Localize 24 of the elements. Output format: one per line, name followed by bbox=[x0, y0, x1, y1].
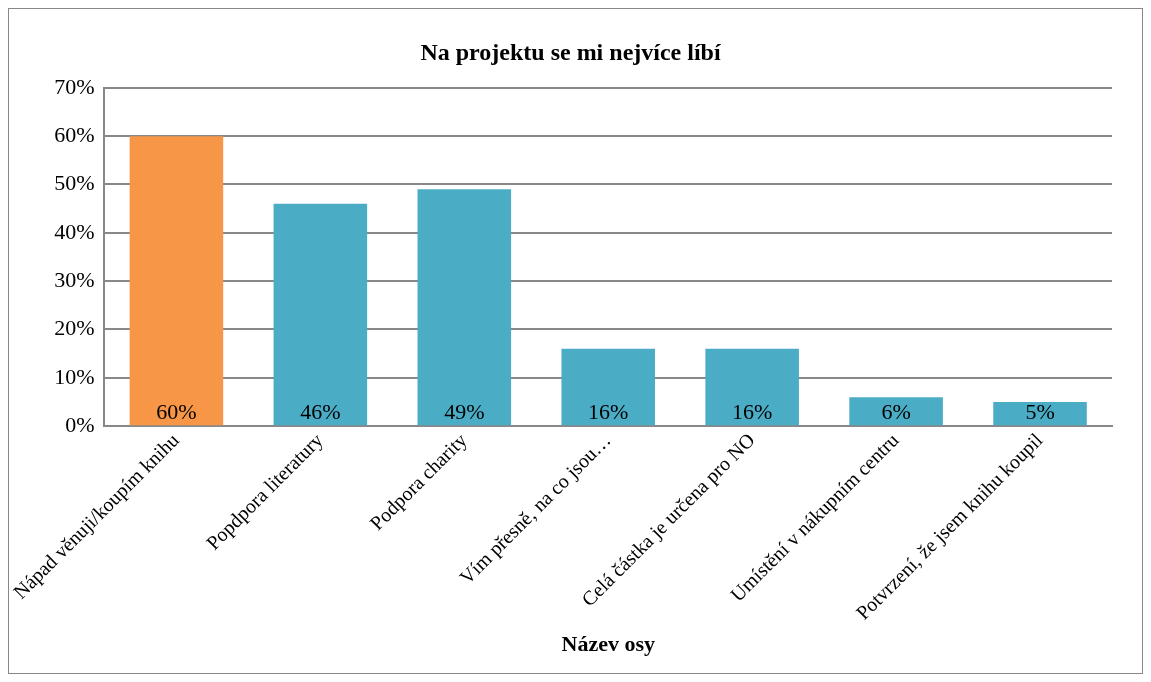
data-label: 46% bbox=[300, 398, 341, 424]
x-axis-title: Název osy bbox=[561, 631, 655, 657]
data-label: 6% bbox=[881, 398, 911, 424]
y-tick-label: 20% bbox=[54, 315, 95, 341]
data-label: 16% bbox=[732, 398, 773, 424]
y-tick-label: 30% bbox=[54, 266, 95, 292]
y-tick-label: 10% bbox=[54, 363, 95, 389]
chart-title: Na projektu se mi nejvíce líbí bbox=[420, 38, 721, 65]
bar bbox=[273, 203, 368, 426]
bar bbox=[849, 397, 943, 426]
bar bbox=[705, 348, 799, 426]
y-tick-label: 40% bbox=[54, 218, 95, 244]
bar bbox=[417, 189, 512, 426]
data-label: 49% bbox=[444, 398, 485, 424]
data-label: 5% bbox=[1025, 399, 1055, 425]
data-label: 16% bbox=[588, 398, 629, 424]
bar bbox=[993, 401, 1087, 426]
y-tick-label: 60% bbox=[54, 121, 95, 147]
y-tick-label: 50% bbox=[54, 170, 95, 196]
y-tick-label: 0% bbox=[65, 411, 95, 437]
bar bbox=[561, 348, 656, 426]
data-label: 60% bbox=[156, 398, 197, 424]
y-tick-label: 70% bbox=[54, 73, 95, 99]
bar bbox=[129, 136, 224, 426]
